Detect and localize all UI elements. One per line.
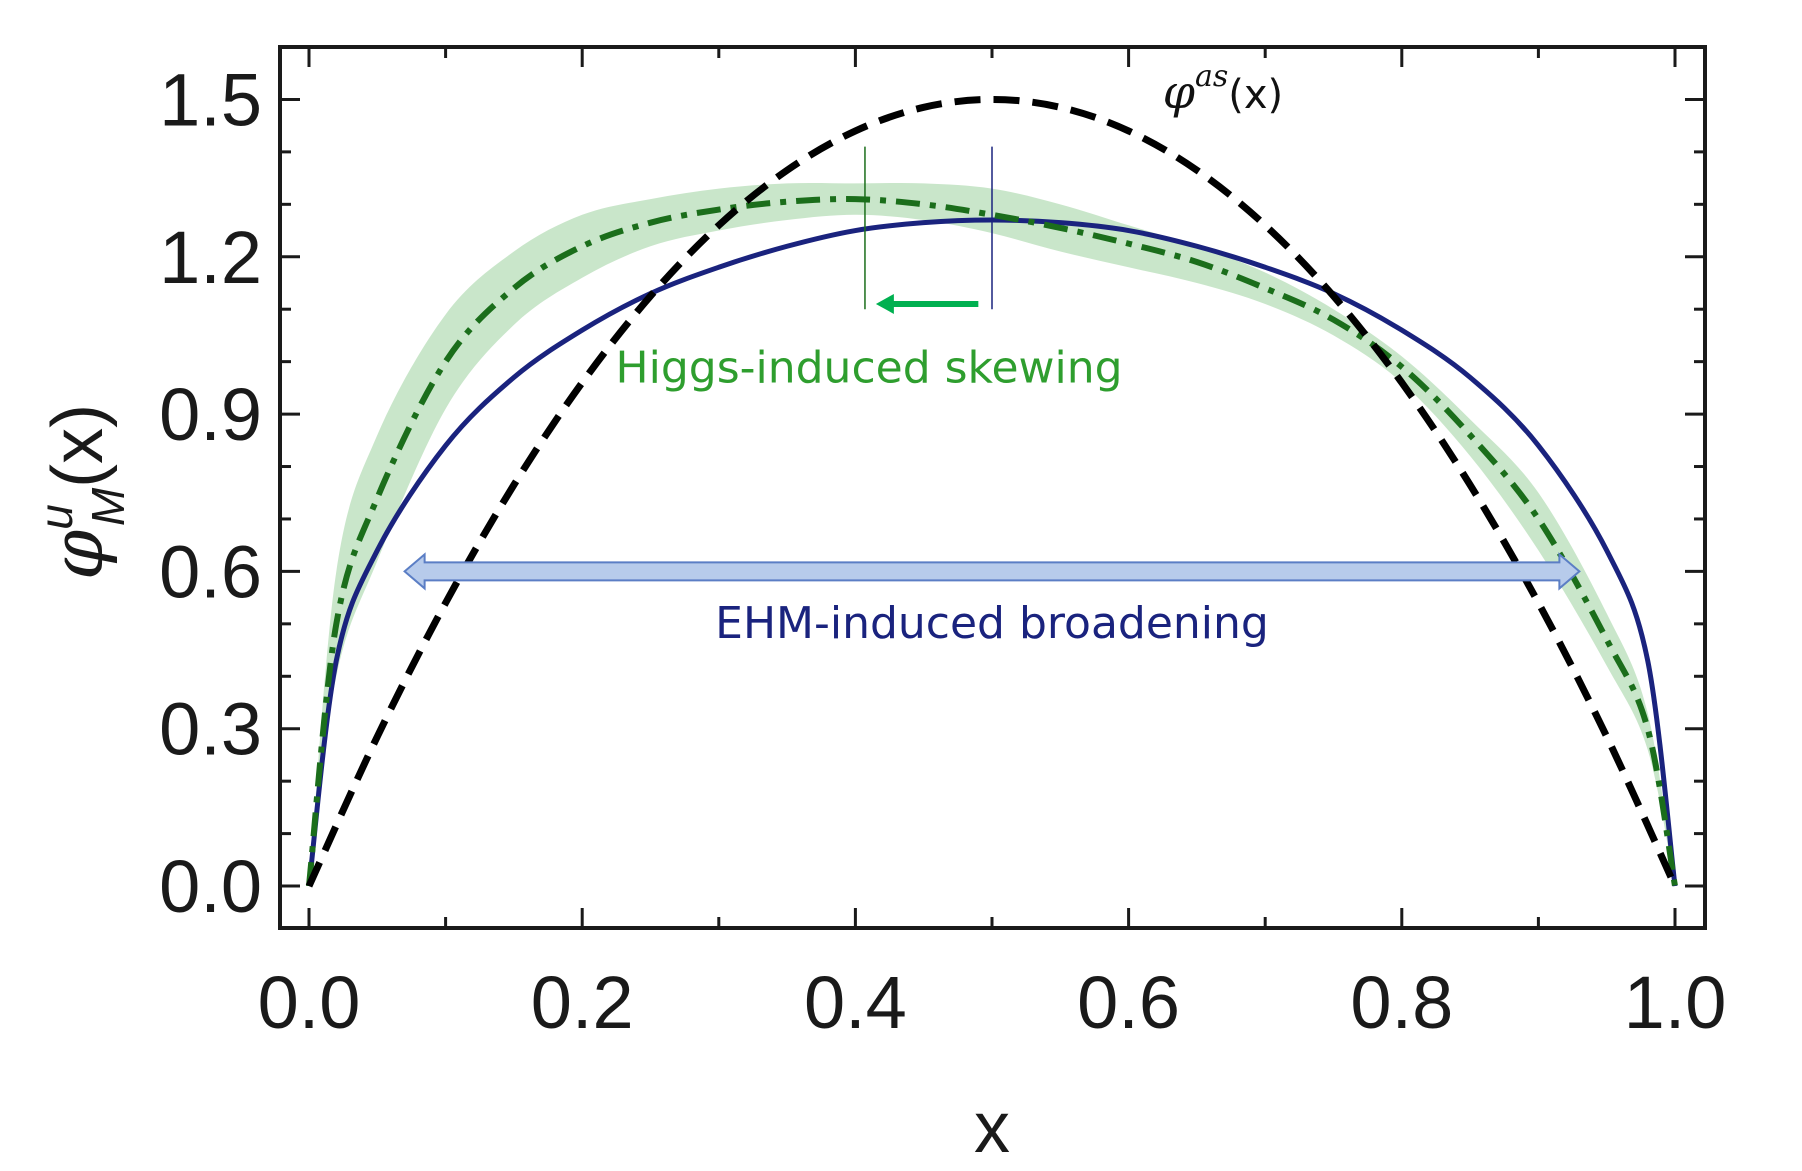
y-tick-label: 1.2 [159,216,262,299]
series-line-higgs-skewed [306,195,1678,887]
asymptotic-label-symbol: φ [1163,65,1196,119]
series-line-asymptotic [305,95,1679,888]
y-axis-title-superscript: u [30,504,82,530]
y-axis-title-symbol: φ [35,529,119,580]
y-axis-title: φuM(x) [30,404,134,580]
ehm-broadening-arrow [403,552,1581,591]
x-tick-label: 0.6 [1077,961,1180,1044]
x-tick-label: 1.0 [1624,961,1727,1044]
asymptotic-label-tail: (x) [1228,72,1283,118]
skew-arrow-head [875,293,894,314]
y-tick-label: 0.9 [159,373,262,456]
y-tick-label: 0.0 [159,845,262,928]
y-tick-label: 0.3 [159,688,262,771]
annotation-layer: φas(x) Higgs-induced skewing EHM-induced b… [403,59,1581,649]
asymptotic-label: φas(x) [1163,59,1283,119]
asymptotic-label-superscript: as [1195,59,1228,94]
y-axis-title-tail: (x) [38,404,118,488]
axis-labels: 0.0 0.2 0.4 0.6 0.8 1.00.00.30.60.91.21.5xφuM… [30,58,1726,1168]
y-tick-label: 0.6 [159,530,262,613]
x-tick-label: 0.4 [804,961,907,1044]
y-axis-title-text: φuM(x) [30,404,134,580]
y-tick-label: 1.5 [159,58,262,141]
axes-frame [278,45,1707,930]
x-tick-label: 0.0 [258,961,361,1044]
ehm-broadening-label: EHM-induced broadening [715,598,1269,649]
y-axis-title-subscript: M [82,487,134,526]
higgs-skewing-label: Higgs-induced skewing [616,343,1123,394]
x-tick-label: 0.2 [531,961,634,1044]
x-axis-title: x [974,1088,1010,1168]
x-tick-label: 0.8 [1350,961,1453,1044]
